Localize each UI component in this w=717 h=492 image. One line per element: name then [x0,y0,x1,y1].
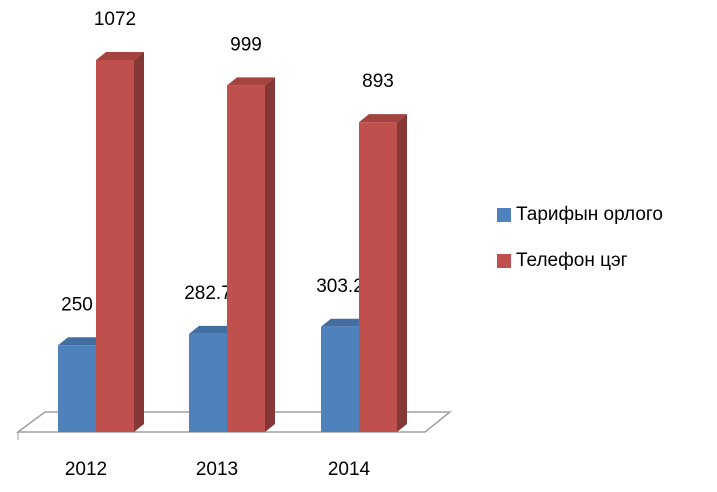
data-label: 303.2 [316,276,364,297]
x-tick-label: 2012 [65,459,107,480]
x-tick-label: 2014 [328,459,371,480]
data-label: 999 [230,34,262,55]
x-tick-label: 2013 [196,459,238,480]
bar [227,85,265,432]
bar-top [189,325,237,334]
bar [96,60,134,432]
data-label: 1072 [94,9,136,30]
bar-top [227,77,275,86]
legend-label: Телефон цэг [516,250,628,271]
bar-side [265,77,275,432]
bar-top [96,52,144,60]
bar-top [359,114,407,123]
bar [189,333,227,432]
bar [321,326,359,432]
legend-label: Тарифын орлого [516,204,663,225]
data-label: 282.7 [184,283,232,304]
data-label: 893 [362,71,394,92]
bar-top [321,318,369,327]
bar-side [397,114,407,433]
bar [359,122,397,433]
legend-swatch [497,208,511,222]
legend-swatch [497,254,511,268]
data-label: 250 [61,294,93,315]
bar-side [134,52,144,432]
bar-top [58,337,106,346]
bar [58,345,96,432]
